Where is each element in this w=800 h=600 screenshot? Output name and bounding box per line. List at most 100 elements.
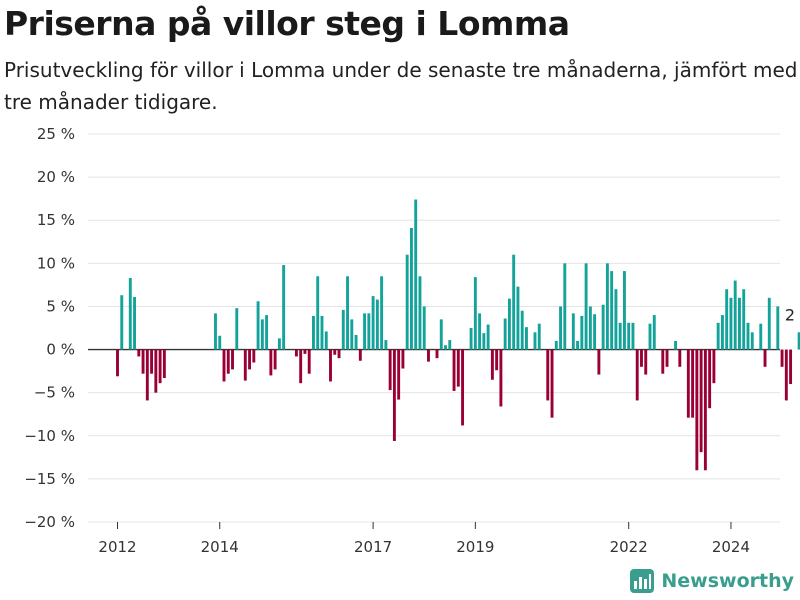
bar xyxy=(584,263,588,350)
bar xyxy=(452,349,456,391)
bar xyxy=(456,349,460,387)
bar xyxy=(648,323,652,350)
x-axis: 2012 2014 2017 2019 2022 2024 xyxy=(98,522,750,556)
bar xyxy=(499,349,503,407)
bar xyxy=(409,227,413,350)
bar xyxy=(686,349,690,418)
bar xyxy=(120,295,124,350)
x-tick-label: 2024 xyxy=(712,538,750,556)
bar xyxy=(341,309,345,350)
bar xyxy=(691,349,695,418)
bar xyxy=(678,349,682,367)
bar xyxy=(265,315,269,350)
bar xyxy=(141,349,145,374)
bar xyxy=(640,349,643,367)
bar xyxy=(154,349,158,393)
bar xyxy=(780,349,784,367)
bar xyxy=(324,331,328,350)
bar xyxy=(350,319,354,350)
bar xyxy=(486,324,490,350)
bar xyxy=(495,349,499,371)
bar xyxy=(256,301,260,350)
bar xyxy=(162,349,166,379)
bar xyxy=(559,306,562,350)
bar xyxy=(550,349,554,418)
bar xyxy=(537,323,541,350)
bar xyxy=(137,349,141,357)
bar xyxy=(401,349,405,369)
bar xyxy=(337,349,341,359)
y-tick-label: −10 % xyxy=(24,427,75,445)
bar xyxy=(397,349,401,400)
y-tick-label: 25 % xyxy=(37,125,75,143)
bar xyxy=(554,340,558,350)
bar-chart-logo-icon xyxy=(630,569,655,593)
bar xyxy=(716,322,720,350)
bar xyxy=(367,313,371,350)
bar xyxy=(277,338,281,350)
bar xyxy=(763,349,767,367)
bar xyxy=(665,349,669,367)
bar xyxy=(299,349,303,384)
y-tick-label: −20 % xyxy=(24,513,75,531)
bar xyxy=(746,322,750,350)
chart-subtitle: Prisutveckling för villor i Lomma under … xyxy=(4,58,798,114)
bar xyxy=(427,349,430,362)
bar xyxy=(329,349,332,382)
bar xyxy=(235,308,239,350)
bar xyxy=(507,298,511,350)
bar xyxy=(712,349,716,384)
bar xyxy=(461,349,465,426)
bar xyxy=(588,306,592,350)
bar xyxy=(435,349,439,359)
bar xyxy=(384,340,388,350)
bar xyxy=(674,340,678,350)
bar xyxy=(576,340,580,350)
bar xyxy=(593,314,597,350)
bar xyxy=(512,254,516,350)
bar xyxy=(533,332,537,350)
x-tick-label: 2014 xyxy=(201,538,239,556)
bar xyxy=(622,271,626,350)
bar xyxy=(218,335,222,350)
bar xyxy=(703,349,707,471)
bar xyxy=(414,199,418,350)
bar xyxy=(784,349,788,401)
grid-lines xyxy=(88,133,780,523)
bar xyxy=(725,289,729,350)
bar xyxy=(448,340,452,350)
bar xyxy=(759,323,763,350)
bar xyxy=(405,254,409,350)
bar xyxy=(312,315,315,350)
bar xyxy=(226,349,230,374)
bar xyxy=(248,349,252,370)
bar xyxy=(546,349,550,401)
newsworthy-logo[interactable]: Newsworthy xyxy=(629,568,794,594)
bar xyxy=(444,345,447,350)
bar xyxy=(128,277,132,350)
y-tick-label: 15 % xyxy=(37,211,75,229)
bar xyxy=(631,322,635,350)
bar xyxy=(150,349,154,374)
bar xyxy=(358,349,362,361)
bar xyxy=(503,318,507,350)
bar xyxy=(346,276,349,350)
brand-name: Newsworthy xyxy=(661,570,794,592)
y-tick-label: 5 % xyxy=(46,297,75,315)
y-tick-label: 10 % xyxy=(37,254,75,272)
bar xyxy=(282,265,286,350)
bar xyxy=(307,349,311,374)
bar xyxy=(571,313,575,350)
bar xyxy=(482,333,486,350)
bar xyxy=(742,289,746,350)
y-tick-label: 20 % xyxy=(37,168,75,186)
bar xyxy=(354,334,358,350)
bar xyxy=(750,332,754,350)
bar xyxy=(231,349,234,370)
bar xyxy=(618,322,622,350)
bar xyxy=(116,349,119,377)
bar xyxy=(478,313,482,350)
bar xyxy=(375,299,379,350)
bar xyxy=(316,276,320,350)
